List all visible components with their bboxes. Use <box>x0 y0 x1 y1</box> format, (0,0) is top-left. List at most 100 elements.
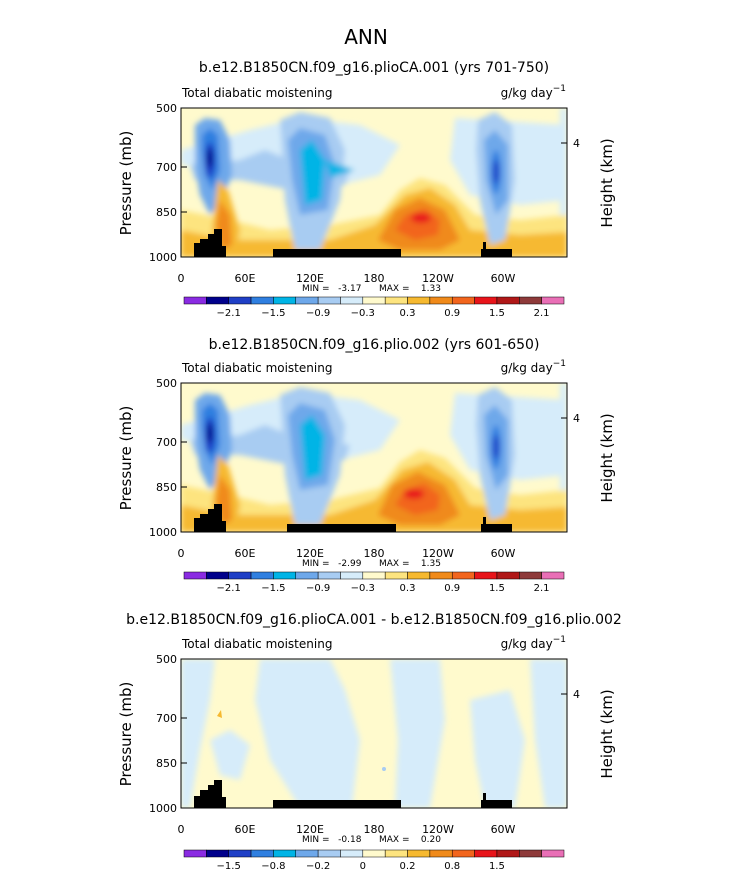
panel-3: b.e12.B1850CN.f09_g16.plioCA.001 - b.e12… <box>117 612 622 872</box>
panel-1-frame <box>180 107 568 258</box>
panel-3-xtick-60w: 60W <box>491 823 516 836</box>
panel-1-x-axis: 0 60E 120E 180 120W 60W <box>178 272 516 285</box>
panel-1-ytick-500: 500 <box>156 102 177 115</box>
colorbar-swatch <box>429 849 453 858</box>
colorbar-swatch <box>250 571 274 580</box>
panel-2-topography-pacific <box>287 524 396 532</box>
colorbar-swatch <box>183 571 207 580</box>
colorbar-swatch <box>407 571 431 580</box>
panel-1-y-axis: 500 700 850 1000 <box>149 102 187 264</box>
panel-2-frame <box>180 382 568 533</box>
colorbar-swatch <box>384 571 408 580</box>
colorbar-label: −0.2 <box>306 861 330 872</box>
colorbar-label: 0 <box>360 861 366 872</box>
panel-2-max: MAX = 1.35 <box>379 559 441 569</box>
colorbar-swatch <box>407 296 431 305</box>
colorbar-swatch <box>273 296 297 305</box>
panel-2-xtick-60e: 60E <box>235 547 256 560</box>
colorbar-swatch <box>295 849 319 858</box>
panel-3-units-label: g/kg day−1 <box>501 635 566 651</box>
panel-2-xtick-180: 180 <box>364 547 385 560</box>
colorbar-label: 0.3 <box>400 583 416 594</box>
colorbar-swatch <box>429 571 453 580</box>
colorbar-swatch <box>206 296 229 305</box>
panel-2-field-label: Total diabatic moistening <box>181 361 332 375</box>
panel-3-ytick-850: 850 <box>156 757 177 770</box>
colorbar-label: −2.1 <box>217 308 241 319</box>
panel-1-xtick-60w: 60W <box>491 272 516 285</box>
colorbar-swatch <box>317 849 341 858</box>
panel-2-colorbar: −2.1 −1.5 −0.9 −0.3 0.3 0.9 1.5 2.1 <box>183 571 565 594</box>
panel-3-xtick-60e: 60E <box>235 823 256 836</box>
panel-3-title: b.e12.B1850CN.f09_g16.plioCA.001 - b.e12… <box>126 612 622 628</box>
colorbar-swatch <box>206 849 229 858</box>
colorbar-swatch <box>362 296 386 305</box>
colorbar-swatch <box>183 296 207 305</box>
colorbar-label: 0.9 <box>444 583 460 594</box>
panel-2-topography-andes <box>481 517 512 532</box>
panel-2-y2label: Height (km) <box>598 413 616 502</box>
panel-2-units-label: g/kg day−1 <box>501 359 566 375</box>
colorbar-label: 1.5 <box>489 308 505 319</box>
colorbar-swatch <box>228 849 252 858</box>
panel-3-contour-field <box>181 659 567 808</box>
panel-3-y-axis: 500 700 850 1000 <box>149 653 187 815</box>
panel-1-ytick-850: 850 <box>156 206 177 219</box>
colorbar-swatch <box>340 849 364 858</box>
colorbar-label: −2.1 <box>217 583 241 594</box>
panel-3-topography-pacific <box>273 800 401 808</box>
colorbar-swatch <box>474 571 498 580</box>
colorbar-swatch <box>451 571 475 580</box>
panel-2-xtick-60w: 60W <box>491 547 516 560</box>
panel-2-xtick-0: 0 <box>178 547 185 560</box>
colorbar-swatch <box>183 849 207 858</box>
panel-2-ytick-700: 700 <box>156 436 177 449</box>
colorbar-swatch <box>496 849 520 858</box>
panel-3-ytick-500: 500 <box>156 653 177 666</box>
colorbar-swatch <box>496 571 520 580</box>
panel-3-topography <box>194 780 226 808</box>
panel-2-xtick-120w: 120W <box>422 547 454 560</box>
panel-1-xtick-0: 0 <box>178 272 185 285</box>
colorbar-label: −0.9 <box>306 583 330 594</box>
panel-3-x-axis: 0 60E 120E 180 120W 60W <box>178 823 516 836</box>
colorbar-label: −0.3 <box>351 583 375 594</box>
panel-1-y2label: Height (km) <box>598 138 616 227</box>
panel-2-ytick-1000: 1000 <box>149 526 177 539</box>
colorbar-label: 0.9 <box>444 308 460 319</box>
colorbar-label: 1.5 <box>489 583 505 594</box>
panel-3-y2label: Height (km) <box>598 689 616 778</box>
colorbar-swatch <box>407 849 431 858</box>
colorbar-label: 0.8 <box>444 861 460 872</box>
colorbar-swatch <box>250 296 274 305</box>
panel-1-ytick-700: 700 <box>156 161 177 174</box>
panel-3-xtick-120e: 120E <box>296 823 324 836</box>
colorbar-swatch <box>362 849 386 858</box>
colorbar-swatch <box>317 296 341 305</box>
colorbar-label: −0.8 <box>261 861 285 872</box>
panel-1-topography <box>194 229 226 257</box>
colorbar-swatch <box>451 296 475 305</box>
panel-1-colorbar: −2.1 −1.5 −0.9 −0.3 0.3 0.9 1.5 2.1 <box>183 296 565 319</box>
colorbar-swatch <box>519 849 542 858</box>
panel-1-topography-pacific <box>273 249 401 257</box>
colorbar-swatch <box>295 296 319 305</box>
colorbar-swatch <box>273 849 297 858</box>
colorbar-swatch <box>451 849 475 858</box>
colorbar-label: −0.3 <box>351 308 375 319</box>
panel-3-colorbar: −1.5 −0.8 −0.2 0 0.2 0.8 1.5 <box>183 849 565 872</box>
colorbar-swatch <box>362 571 386 580</box>
panel-2-y2tick-4: 4 <box>573 412 580 425</box>
colorbar-swatch <box>340 296 364 305</box>
panel-2-topography <box>194 504 226 532</box>
colorbar-swatch <box>519 296 542 305</box>
colorbar-label: −1.5 <box>217 861 241 872</box>
panel-1-topography-andes <box>481 242 512 257</box>
panel-3-frame <box>180 658 568 809</box>
panel-3-y2tick-4: 4 <box>573 688 580 701</box>
panel-1-min: MIN = -3.17 <box>302 284 361 294</box>
panel-3-max: MAX = 0.20 <box>379 835 441 845</box>
panel-3-min: MIN = -0.18 <box>302 835 362 845</box>
panel-3-ylabel: Pressure (mb) <box>117 682 135 787</box>
